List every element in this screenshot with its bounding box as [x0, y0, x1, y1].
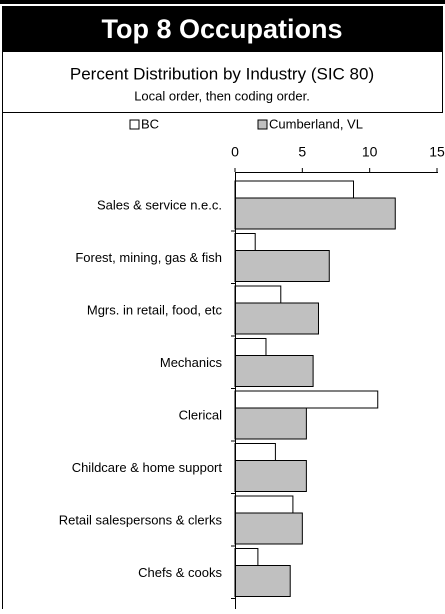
- y-tick-label: Mechanics: [160, 355, 223, 370]
- y-tick-label: Chefs & cooks: [138, 565, 222, 580]
- chart-title: Top 8 Occupations: [101, 14, 342, 44]
- bar: [234, 250, 330, 282]
- y-tick-label: Forest, mining, gas & fish: [75, 250, 222, 265]
- title-bar: [2, 6, 443, 52]
- bar: [234, 355, 314, 387]
- bar: [234, 390, 379, 409]
- legend-label: Cumberland, VL: [269, 116, 363, 131]
- x-tick-label: 15: [429, 144, 445, 160]
- bar: [234, 443, 276, 461]
- x-tick-label: 10: [362, 144, 378, 160]
- legend-swatch: [257, 119, 268, 130]
- bar: [234, 460, 307, 492]
- legend-label: BC: [141, 116, 159, 131]
- bar: [234, 512, 303, 545]
- bar: [234, 338, 267, 356]
- legend-swatch: [129, 119, 140, 130]
- bar: [234, 197, 396, 230]
- bar: [234, 407, 307, 440]
- x-tick-label: 0: [231, 144, 239, 160]
- bar: [234, 180, 355, 199]
- y-tick-label: Sales & service n.e.c.: [97, 197, 222, 212]
- chart-subtitle: Percent Distribution by Industry (SIC 80…: [70, 64, 374, 83]
- x-tick-label: 5: [298, 144, 306, 160]
- y-tick-label: Mgrs. in retail, food, etc: [87, 302, 223, 317]
- top-rule: [0, 0, 445, 4]
- bar: [234, 548, 259, 566]
- y-tick-label: Retail salespersons & clerks: [59, 512, 223, 527]
- bar: [234, 565, 291, 597]
- y-tick-label: Clerical: [179, 407, 222, 422]
- bar: [234, 233, 256, 251]
- chart-note: Local order, then coding order.: [134, 88, 310, 103]
- bar: [234, 302, 319, 335]
- bar: [234, 495, 294, 514]
- y-tick-label: Childcare & home support: [72, 460, 223, 475]
- bar: [234, 285, 282, 304]
